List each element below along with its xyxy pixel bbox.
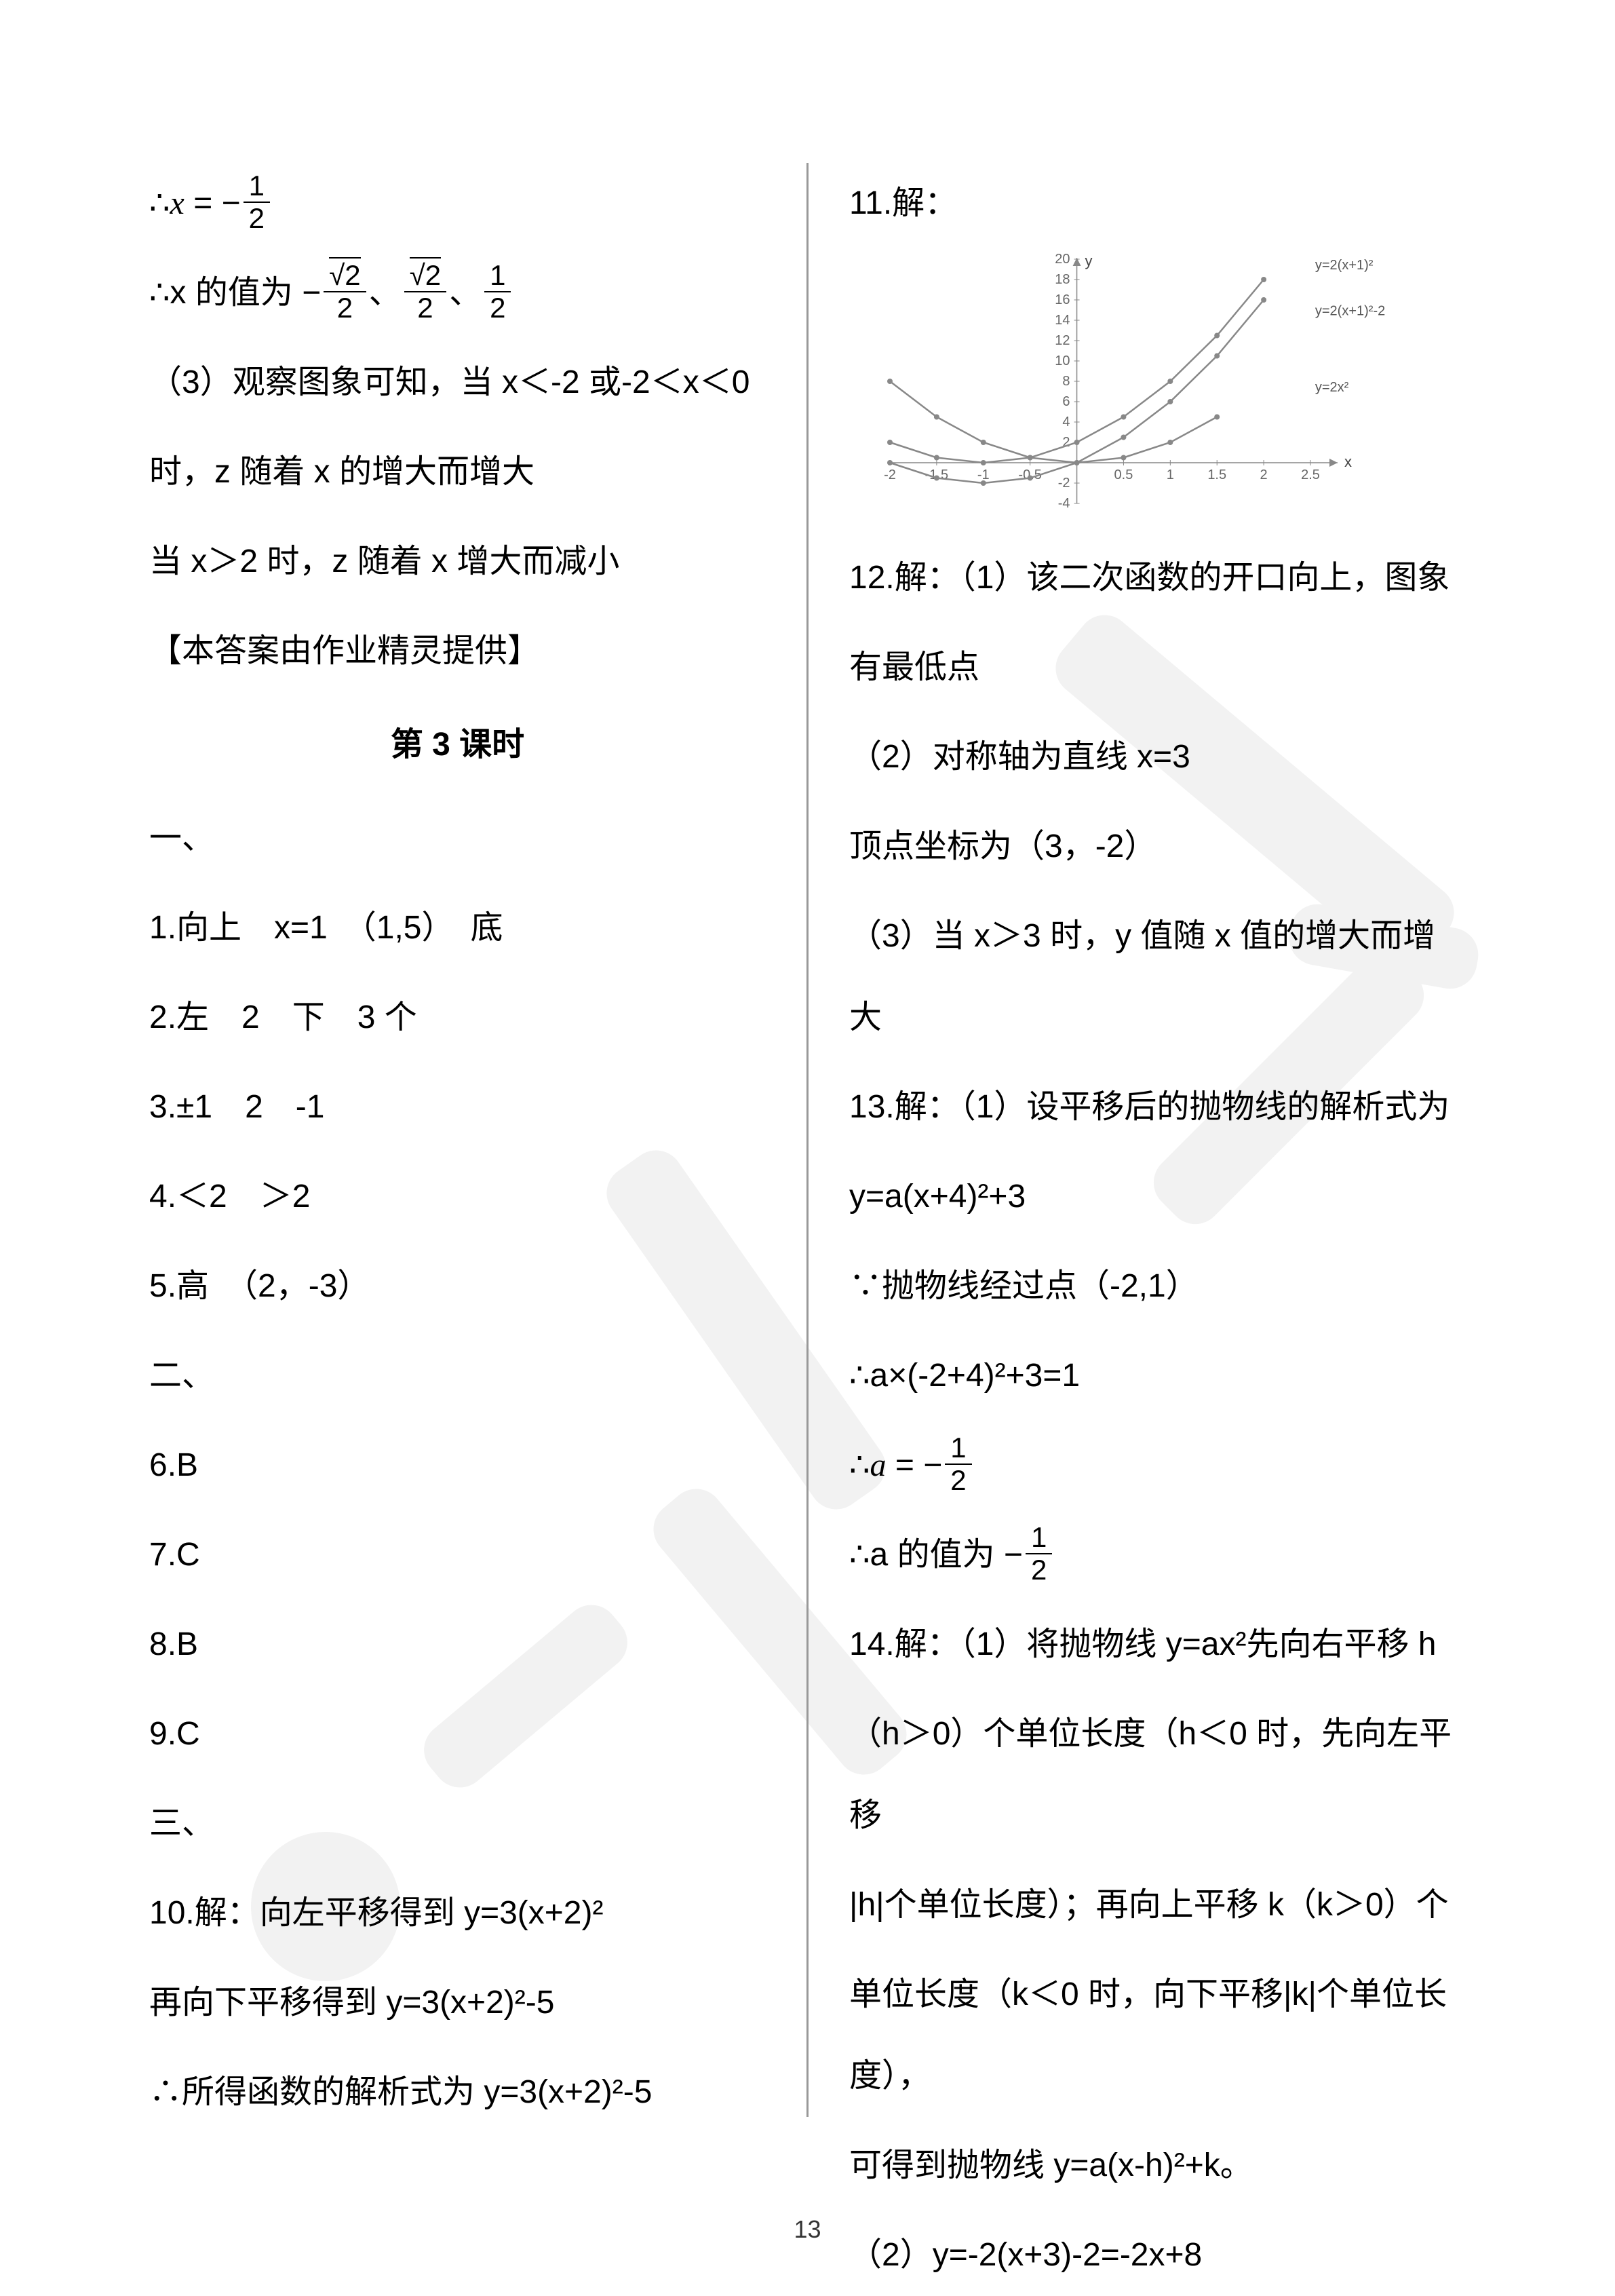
svg-text:10: 10	[1055, 353, 1070, 368]
svg-text:6: 6	[1062, 394, 1070, 409]
right-column: 11.解： -2-1.5-1-0.50.511.522.5-4-22468101…	[809, 163, 1466, 2117]
text-line: 当 x＞2 时，z 随着 x 增大而减小	[149, 521, 766, 602]
svg-text:20: 20	[1055, 252, 1070, 267]
fraction: 12	[1026, 1522, 1052, 1586]
text: = −	[184, 185, 241, 221]
left-column: ∴x = −12 ∴x 的值为 −√22、√22、12 （3）观察图象可知，当 …	[149, 163, 806, 2117]
answer-line: 顶点坐标为（3，-2）	[849, 806, 1466, 887]
svg-text:8: 8	[1062, 374, 1070, 389]
svg-text:2.5: 2.5	[1301, 467, 1320, 482]
svg-text:1.5: 1.5	[1207, 467, 1226, 482]
answer-line: 单位长度（k＜0 时，向下平移|k|个单位长度），	[849, 1954, 1466, 2117]
fraction: 12	[484, 260, 511, 324]
math-line: ∴a = −12	[849, 1425, 1466, 1506]
var-x: x	[170, 185, 184, 221]
fraction: √22	[324, 260, 366, 324]
svg-text:-1: -1	[977, 467, 990, 482]
svg-text:0.5: 0.5	[1114, 467, 1133, 482]
math-line: ∴x = −12	[149, 163, 766, 244]
section-label: 三、	[149, 1783, 766, 1864]
svg-text:-2: -2	[1058, 476, 1070, 491]
text: 、	[369, 275, 402, 311]
answer-line: 13.解：（1）设平移后的抛物线的解析式为	[849, 1067, 1466, 1148]
answer-line: y=a(x+4)²+3	[849, 1156, 1466, 1238]
svg-text:y=2(x+1)²-2: y=2(x+1)²-2	[1315, 304, 1385, 319]
svg-text:2: 2	[1062, 435, 1070, 450]
text: ∴a 的值为 −	[849, 1537, 1023, 1573]
section-label: 一、	[149, 798, 766, 879]
answer-line: 14.解：（1）将抛物线 y=ax²先向右平移 h	[849, 1604, 1466, 1685]
math-line: ∴x 的值为 −√22、√22、12	[149, 252, 766, 334]
answer-line: 1.向上 x=1 （1,5） 底	[149, 887, 766, 969]
fraction: 12	[945, 1432, 971, 1496]
answer-line: 有最低点	[849, 627, 1466, 708]
svg-text:4: 4	[1062, 415, 1070, 429]
answer-line: 8.B	[149, 1604, 766, 1685]
answer-line: 11.解：	[849, 163, 1466, 244]
svg-text:y: y	[1085, 252, 1093, 269]
answer-line: （h＞0）个单位长度（h＜0 时，先向左平移	[849, 1694, 1466, 1856]
answer-line: 2.左 2 下 3 个	[149, 977, 766, 1058]
answer-line: ∵抛物线经过点（-2,1）	[849, 1246, 1466, 1327]
parabola-chart: -2-1.5-1-0.50.511.522.5-4-22468101214161…	[849, 252, 1433, 524]
answer-line: （2）对称轴为直线 x=3	[849, 716, 1466, 798]
text: ∴	[849, 1447, 870, 1483]
svg-text:16: 16	[1055, 292, 1070, 307]
section-label: 二、	[149, 1335, 766, 1417]
svg-text:1: 1	[1167, 467, 1174, 482]
svg-text:14: 14	[1055, 313, 1070, 328]
answer-line: 3.±1 2 -1	[149, 1067, 766, 1148]
svg-text:y=2x²: y=2x²	[1315, 380, 1349, 395]
answer-line: 再向下平移得到 y=3(x+2)²-5	[149, 1962, 766, 2044]
page-content: ∴x = −12 ∴x 的值为 −√22、√22、12 （3）观察图象可知，当 …	[0, 0, 1615, 2171]
answer-line: 9.C	[149, 1694, 766, 1775]
text-line: 【本答案由作业精灵提供】	[149, 611, 766, 692]
text: ∴x 的值为 −	[149, 275, 321, 311]
fraction: 12	[244, 170, 270, 234]
section-heading: 第 3 课时	[149, 704, 766, 786]
svg-text:-2: -2	[884, 467, 896, 482]
svg-text:12: 12	[1055, 333, 1070, 348]
text-line: （3）观察图象可知，当 x＜-2 或-2＜x＜0	[149, 342, 766, 423]
var-a: a	[870, 1447, 887, 1483]
page-number: 13	[794, 2215, 821, 2244]
text: ∴	[149, 185, 170, 221]
answer-line: ∴所得函数的解析式为 y=3(x+2)²-5	[149, 2052, 766, 2133]
answer-line: 5.高 （2，-3）	[149, 1246, 766, 1327]
answer-line: （2）y=-2(x+3)-2=-2x+8	[849, 2215, 1466, 2296]
svg-text:-4: -4	[1058, 496, 1070, 511]
svg-text:y=2(x+1)²: y=2(x+1)²	[1315, 258, 1374, 273]
answer-line: （3）当 x＞3 时，y 值随 x 值的增大而增大	[849, 896, 1466, 1058]
fraction: √22	[404, 260, 446, 324]
answer-line: 12.解：（1）该二次函数的开口向上，图象	[849, 537, 1466, 619]
text: = −	[887, 1447, 943, 1483]
svg-text:2: 2	[1260, 467, 1268, 482]
answer-line: 7.C	[149, 1514, 766, 1596]
answer-line: 可得到抛物线 y=a(x-h)²+k。	[849, 2125, 1466, 2206]
answer-line: 10.解：向左平移得到 y=3(x+2)²	[149, 1873, 766, 1954]
svg-text:18: 18	[1055, 272, 1070, 287]
answer-line: ∴a×(-2+4)²+3=1	[849, 1335, 1466, 1417]
text: 、	[449, 275, 482, 311]
svg-text:x: x	[1344, 453, 1352, 470]
text-line: 时，z 随着 x 的增大而增大	[149, 432, 766, 513]
answer-line: |h|个单位长度）；再向上平移 k（k＞0）个	[849, 1864, 1466, 1946]
answer-line: 6.B	[149, 1425, 766, 1506]
answer-line: 4.＜2 ＞2	[149, 1156, 766, 1238]
math-line: ∴a 的值为 −12	[849, 1514, 1466, 1596]
